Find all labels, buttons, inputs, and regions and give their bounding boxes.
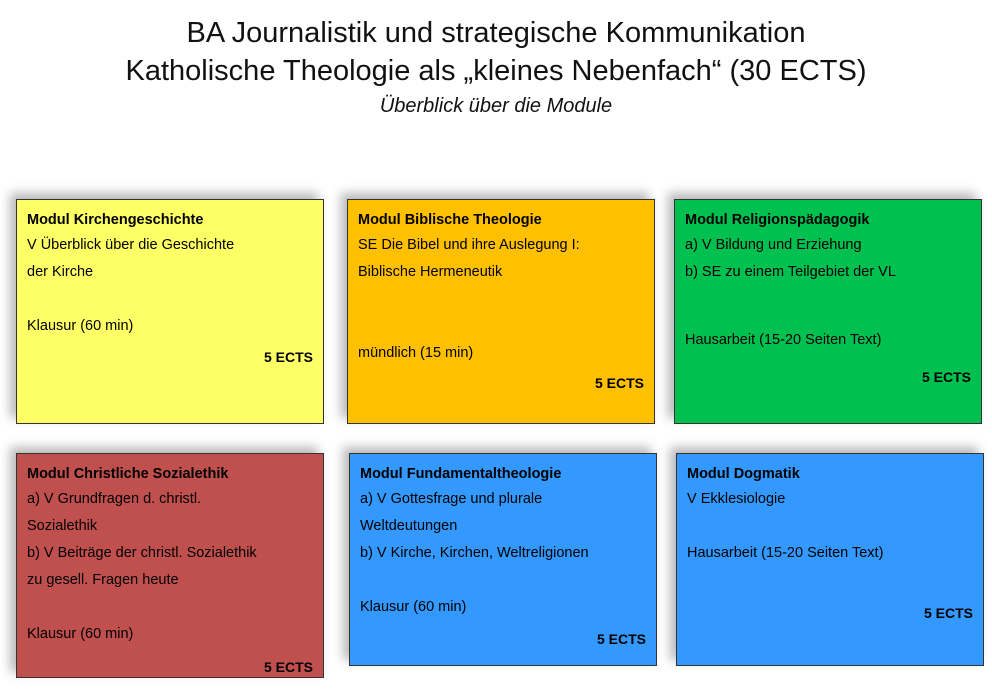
module-ects: 5 ECTS <box>263 349 313 365</box>
module-title: Modul Religionspädagogik <box>685 212 870 228</box>
page-subtitle: Überblick über die Module <box>379 95 613 117</box>
page-header: BA Journalistik und strategische Kommuni… <box>0 14 992 120</box>
module-course: Sozialethik <box>27 518 98 534</box>
module-title: Modul Fundamentaltheologie <box>360 466 562 482</box>
module-card-fundamentaltheologie: Modul Fundamentaltheologie a) V Gottesfr… <box>349 453 657 666</box>
module-course: Biblische Hermeneutik <box>358 264 503 280</box>
module-course: b) V Beiträge der christl. Sozialethik <box>27 545 257 561</box>
module-course: Weltdeutungen <box>360 518 458 534</box>
module-course: der Kirche <box>27 264 94 280</box>
module-card-kirchengeschichte: Modul Kirchengeschichte V Überblick über… <box>16 199 324 424</box>
module-card-religionspaedagogik: Modul Religionspädagogik a) V Bildung un… <box>674 199 982 424</box>
module-card-dogmatik: Modul Dogmatik V Ekklesiologie Hausarbei… <box>676 453 984 666</box>
module-exam: Klausur (60 min) <box>27 626 134 642</box>
module-title: Modul Dogmatik <box>687 466 800 482</box>
module-ects: 5 ECTS <box>923 605 973 621</box>
module-course: V Ekklesiologie <box>687 491 786 507</box>
page-title-secondary: Katholische Theologie als „kleines Neben… <box>125 55 867 87</box>
module-exam: Klausur (60 min) <box>27 318 134 334</box>
module-course: V Überblick über die Geschichte <box>27 237 235 253</box>
module-course: zu gesell. Fragen heute <box>27 572 179 588</box>
module-course: a) V Grundfragen d. christl. <box>27 491 202 507</box>
module-title: Modul Biblische Theologie <box>358 212 542 228</box>
module-course: SE Die Bibel und ihre Auslegung I: <box>358 237 580 253</box>
module-exam: Hausarbeit (15-20 Seiten Text) <box>685 332 882 348</box>
module-title: Modul Christliche Sozialethik <box>27 466 229 482</box>
module-course: b) V Kirche, Kirchen, Weltreligionen <box>360 545 589 561</box>
module-exam: mündlich (15 min) <box>358 345 474 361</box>
module-ects: 5 ECTS <box>594 375 644 391</box>
module-card-christliche-sozialethik: Modul Christliche Sozialethik a) V Grund… <box>16 453 324 678</box>
module-exam: Hausarbeit (15-20 Seiten Text) <box>687 545 884 561</box>
module-course: a) V Gottesfrage und plurale <box>360 491 543 507</box>
page-title: BA Journalistik und strategische Kommuni… <box>186 17 806 49</box>
module-exam: Klausur (60 min) <box>360 599 467 615</box>
module-title: Modul Kirchengeschichte <box>27 212 204 228</box>
module-course: a) V Bildung und Erziehung <box>685 237 862 253</box>
module-course: b) SE zu einem Teilgebiet der VL <box>685 264 896 280</box>
module-ects: 5 ECTS <box>596 631 646 647</box>
module-card-biblische-theologie: Modul Biblische Theologie SE Die Bibel u… <box>347 199 655 424</box>
module-ects: 5 ECTS <box>921 369 971 385</box>
module-ects: 5 ECTS <box>263 659 313 675</box>
